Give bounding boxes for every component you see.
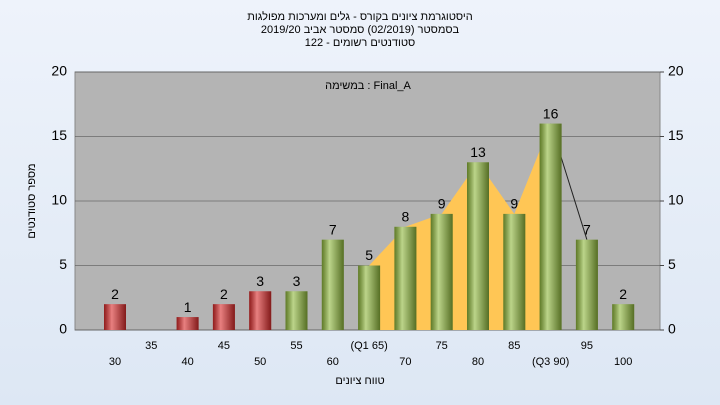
x-tick-label: 70 <box>399 356 411 368</box>
x-tick-label: 80 <box>472 356 484 368</box>
data-label: 2 <box>220 286 228 302</box>
data-label: 7 <box>583 221 591 237</box>
y2-tick-label: 0 <box>668 321 676 337</box>
x-tick-label: 50 <box>254 356 266 368</box>
x-tick-label: 30 <box>109 356 121 368</box>
y2-tick-label: 15 <box>668 127 684 143</box>
y-tick-label: 5 <box>59 256 67 272</box>
bar-shade <box>358 265 381 330</box>
data-label: 9 <box>510 196 518 212</box>
data-label: 3 <box>293 273 301 289</box>
y-axis-title: מספר סטודנטים <box>26 163 38 238</box>
y2-tick-label: 10 <box>668 192 684 208</box>
chart-subtitle: סטודנטים רשומים - 122 <box>305 37 416 49</box>
x-tick-label: 75 <box>436 340 448 352</box>
bar-shade <box>394 226 417 330</box>
x-tick-label: 35 <box>145 340 157 352</box>
x-tick-label: (Q1 65) <box>350 340 387 352</box>
bar-shade <box>176 317 199 330</box>
data-label: 2 <box>619 286 627 302</box>
y2-tick-label: 20 <box>668 63 684 79</box>
x-tick-label: 95 <box>581 340 593 352</box>
data-label: 16 <box>543 105 559 121</box>
x-tick-label: 60 <box>327 356 339 368</box>
bar-shade <box>575 239 598 330</box>
x-tick-label: 45 <box>218 340 230 352</box>
x-tick-label: 55 <box>290 340 302 352</box>
y-tick-label: 15 <box>51 127 67 143</box>
y-tick-label: 0 <box>59 321 67 337</box>
bar-shade <box>212 304 235 330</box>
y-tick-label: 10 <box>51 192 67 208</box>
bar-shade <box>539 123 562 330</box>
data-label: 7 <box>329 221 337 237</box>
x-tick-label: 40 <box>181 356 193 368</box>
chart-title: היסטוגרמת ציונים בקורס - גלים ומערכות מפ… <box>247 10 472 23</box>
bar-shade <box>612 304 635 330</box>
bar-shade <box>249 291 272 330</box>
bar-shade <box>104 304 126 330</box>
data-label: 9 <box>438 196 446 212</box>
annotation: במשימה : Final_A <box>325 80 411 92</box>
x-tick-label: 100 <box>614 356 632 368</box>
bar-shade <box>285 291 308 330</box>
bar-shade <box>503 213 526 330</box>
x-axis-title: טווח ציונים <box>335 375 384 387</box>
data-label: 13 <box>470 144 486 160</box>
bar-shade <box>321 239 344 330</box>
data-label: 2 <box>111 286 119 302</box>
chart-subtitle: בסמסטר (02/2019) סמסטר אביב 2019/20 <box>261 24 460 36</box>
data-label: 3 <box>256 273 264 289</box>
y2-tick-label: 5 <box>668 256 676 272</box>
y-tick-label: 20 <box>51 63 67 79</box>
x-tick-label: 85 <box>508 340 520 352</box>
bar-shade <box>467 162 489 330</box>
x-tick-label: (Q3 90) <box>532 356 569 368</box>
data-label: 8 <box>402 209 410 225</box>
data-label: 1 <box>184 299 192 315</box>
bar-shade <box>430 213 453 330</box>
data-label: 5 <box>365 247 373 263</box>
